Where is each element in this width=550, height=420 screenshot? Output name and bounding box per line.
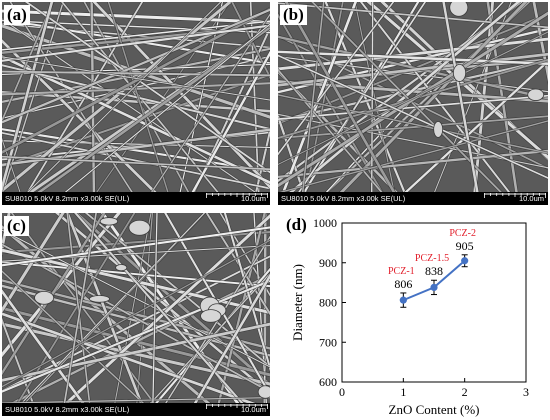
- data-point-label: PCZ-1: [388, 266, 415, 277]
- x-tick-label: 0: [339, 385, 345, 399]
- sem-fibers-c: [2, 213, 270, 416]
- plot-frame: [341, 222, 527, 383]
- x-tick-label: 3: [523, 385, 529, 399]
- y-tick-label: 700: [319, 335, 337, 349]
- sem-image-a: (a) SU8010 5.0kV 8.2mm x3.00k SE(UL) 10.…: [2, 2, 270, 205]
- sem-fibers-a: [2, 2, 270, 205]
- data-point-label: PCZ-2: [449, 228, 476, 239]
- fiber-lines: [2, 2, 270, 205]
- x-axis-label: ZnO Content (%): [389, 402, 480, 417]
- data-point: [430, 283, 438, 291]
- panel-letter-d: (d): [286, 215, 307, 234]
- data-point: [399, 296, 407, 304]
- diameter-chart-panel: (d) 600 700 800 900 1000 0 1 2 3 ZnO Content (%) D…: [280, 215, 548, 418]
- y-tick-label: 1000: [313, 216, 337, 230]
- panel-letter-c: (c): [4, 216, 29, 236]
- data-point: [461, 257, 469, 265]
- scale-bar-c: [206, 404, 268, 409]
- sem-fibers-b: [278, 2, 548, 205]
- sem-info-a: SU8010 5.0kV 8.2mm x3.00k SE(UL): [5, 194, 130, 203]
- y-axis-label: Diameter (nm): [290, 264, 305, 341]
- data-point-label: PCZ-1.5: [415, 253, 449, 264]
- data-value-label: 905: [456, 239, 474, 253]
- sem-image-c: (c) SU8010 5.0kV 8.2mm x3.00k SE(UL) 10.…: [2, 213, 270, 416]
- sem-info-bar-a: SU8010 5.0kV 8.2mm x3.00k SE(UL) 10.0um: [2, 192, 270, 205]
- panel-letter-a: (a): [4, 5, 30, 25]
- sem-info-c: SU8010 5.0kV 8.2mm x3.00k SE(UL): [5, 405, 130, 414]
- data-value-label: 806: [394, 277, 412, 291]
- sem-info-b: SU8010 5.0kV 8.2mm x3.00k SE(UL): [281, 194, 406, 203]
- x-tick-label: 1: [400, 385, 406, 399]
- y-tick-label: 800: [319, 296, 337, 310]
- fiber-lines: [2, 213, 270, 416]
- sem-info-bar-c: SU8010 5.0kV 8.2mm x3.00k SE(UL) 10.0um: [2, 403, 270, 416]
- scale-bar-b: [484, 193, 546, 198]
- x-tick-label: 2: [462, 385, 468, 399]
- scale-bar-a: [206, 193, 268, 198]
- data-value-label: 838: [425, 264, 443, 278]
- y-tick-label: 900: [319, 256, 337, 270]
- panel-letter-b: (b): [280, 5, 307, 25]
- scale-label-a: 10.0um: [240, 194, 266, 203]
- sem-image-b: (b) SU8010 5.0kV 8.2mm x3.00k SE(UL) 10.…: [278, 2, 548, 205]
- y-tick-label: 600: [319, 375, 337, 389]
- fiber-lines: [278, 2, 548, 205]
- diameter-chart: 600 700 800 900 1000 0 1 2 3 ZnO Content (%) Diame…: [290, 216, 529, 417]
- sem-info-bar-b: SU8010 5.0kV 8.2mm x3.00k SE(UL) 10.0um: [278, 192, 548, 205]
- scale-label-c: 10.0um: [240, 405, 266, 414]
- scale-label-b: 10.0um: [518, 194, 544, 203]
